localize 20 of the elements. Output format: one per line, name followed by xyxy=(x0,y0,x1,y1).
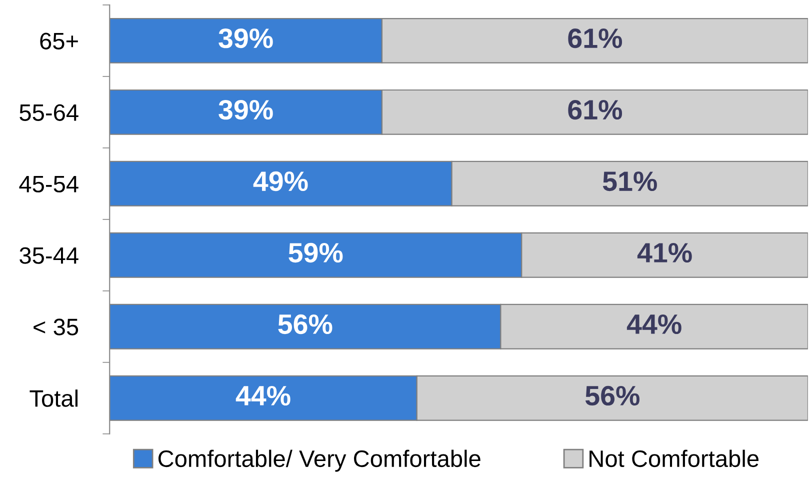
y-tick-label: 65+ xyxy=(40,32,78,50)
data-label: 56% xyxy=(585,386,640,406)
data-label: 56% xyxy=(278,314,332,334)
data-label: 44% xyxy=(626,314,682,334)
y-tick-label: 45-54 xyxy=(19,176,78,192)
data-label: 39% xyxy=(218,100,273,120)
data-label: 41% xyxy=(637,242,692,263)
data-label: 51% xyxy=(602,172,657,192)
data-label: 39% xyxy=(218,28,273,48)
data-label: 61% xyxy=(568,28,622,48)
data-label: 44% xyxy=(236,386,290,406)
y-tick-label: 35-44 xyxy=(20,247,78,264)
legend-label: Not Comfortable xyxy=(590,450,758,468)
data-label: 49% xyxy=(253,171,308,192)
data-label: 59% xyxy=(288,242,343,263)
y-tick-label: 55-64 xyxy=(20,104,78,121)
y-tick-label: Total xyxy=(30,390,78,407)
data-label: 61% xyxy=(568,100,622,120)
y-tick-label: < 35 xyxy=(34,318,78,336)
legend-label: Comfortable/ Very Comfortable xyxy=(158,450,480,472)
